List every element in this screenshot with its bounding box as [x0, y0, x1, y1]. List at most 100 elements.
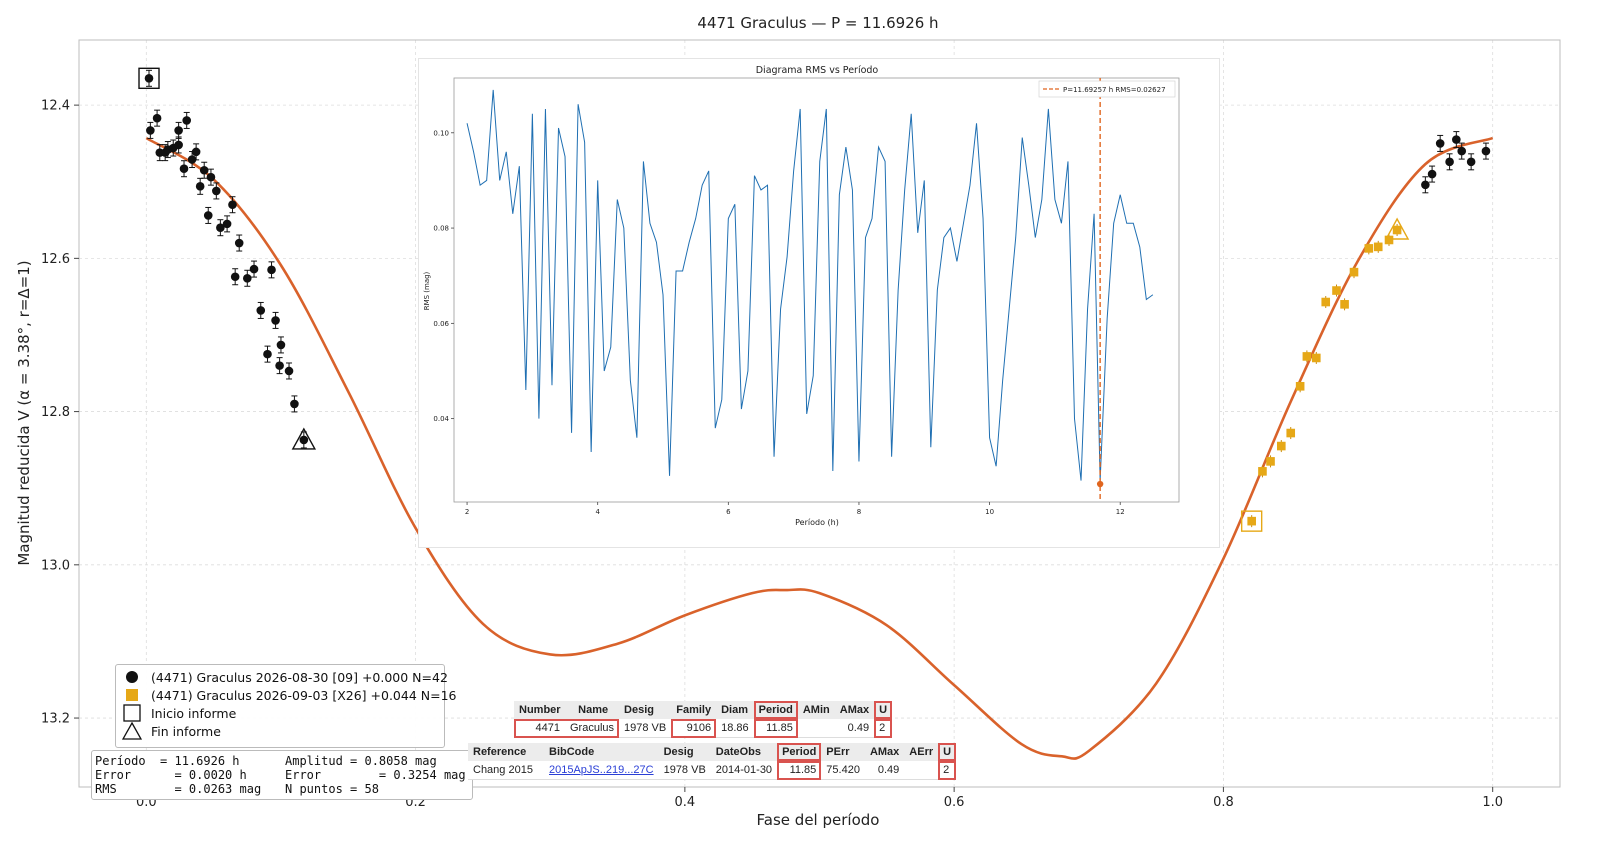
data-point-session1 [299, 435, 309, 445]
cell-u: 2 [874, 719, 893, 738]
col-u: U [938, 743, 957, 761]
col-diam: Diam [716, 701, 754, 719]
cell-bibcode: 2015ApJS..219...27C [544, 761, 659, 780]
data-point-session1 [1481, 146, 1491, 156]
fit-curve-line [145, 136, 1494, 760]
col-desig: Desig [658, 743, 711, 761]
data-point-session1 [249, 264, 259, 274]
data-point-session1 [1466, 157, 1476, 167]
report-markers [138, 67, 1410, 532]
inset-y-label: RMS (mag) [423, 271, 431, 310]
y-tick-label: 12.6 [41, 252, 70, 267]
data-point-session2 [1384, 235, 1394, 245]
y-tick-label: 13.0 [41, 558, 70, 573]
y-axis-label: Magnitud reducida V (α = 3.38°, r=Δ=1) [15, 260, 33, 565]
inset-x-tick-label: 12 [1116, 508, 1125, 516]
data-point-session1 [1445, 157, 1454, 167]
cell-amax: 0.49 [864, 761, 905, 780]
col-amax: AMax [834, 701, 875, 719]
inset-y-tick-label: 0.10 [433, 129, 449, 137]
stat-npoints: N puntos = 58 [285, 782, 379, 796]
chart-title: 4471 Graculus — P = 11.6926 h [697, 14, 938, 32]
data-point-session1 [222, 219, 232, 229]
cell-dateobs: 2014-01-30 [710, 761, 778, 780]
black-dot-icon [121, 668, 143, 686]
data-point-session2 [1312, 353, 1321, 363]
data-point-session2 [1340, 300, 1349, 309]
cell-u: 2 [938, 761, 957, 780]
data-point-session1 [199, 165, 209, 175]
data-point-session1 [191, 147, 201, 157]
rms-line [466, 89, 1154, 481]
data-point-session1 [271, 316, 280, 325]
data-point-session1 [187, 155, 197, 164]
data-point-session1 [174, 140, 183, 150]
start-marker-square [1240, 510, 1263, 532]
bibcode-link[interactable]: 2015ApJS..219...27C [549, 764, 654, 776]
cell-period: 11.85 [753, 719, 798, 738]
data-point-session2 [1247, 516, 1256, 526]
data-point-session1 [284, 366, 294, 376]
legend-label: Fin informe [151, 723, 221, 739]
fit-curve-group [145, 136, 1494, 760]
data-point-session1 [267, 265, 276, 275]
data-point-session1 [263, 349, 272, 359]
legend-item-start: Inicio informe [121, 704, 236, 722]
data-points [144, 69, 1491, 528]
table-row: 4471 Graculus 1978 VB 9106 18.86 11.85 0.… [514, 719, 893, 738]
data-point-session1 [228, 200, 237, 210]
inset-y-tick-label: 0.08 [433, 225, 449, 233]
inset-x-tick-label: 6 [726, 508, 731, 516]
col-amin: AMin [797, 701, 835, 719]
cell-amin [797, 719, 835, 738]
data-point-session2 [1302, 352, 1312, 361]
inset-title: Diagrama RMS vs Período [756, 65, 879, 76]
x-tick-label: 0.8 [1213, 795, 1234, 810]
inset-x-tick-label: 2 [465, 508, 469, 516]
legend-label: (4471) Graculus 2026-09-03 [X26] +0.044 … [151, 687, 457, 703]
data-point-session1 [146, 126, 155, 135]
x-tick-label: 0.4 [675, 795, 696, 810]
data-point-session1 [179, 164, 189, 174]
data-point-session2 [1392, 225, 1402, 235]
col-u: U [874, 701, 893, 719]
cell-desig: 1978 VB [619, 719, 672, 738]
cell-name: Graculus [570, 722, 615, 734]
orange-square-icon [121, 686, 143, 704]
stat-amplitude: Amplitud = 0.8058 mag [285, 754, 437, 768]
data-point-session2 [1258, 467, 1267, 476]
legend-item-session1: (4471) Graculus 2026-08-30 [09] +0.000 N… [121, 668, 448, 686]
cell-perr: 75.420 [821, 761, 865, 780]
end-marker-triangle [291, 427, 317, 450]
lcdb-summary-table: Number Name Desig Family Diam Period AMi… [514, 701, 893, 738]
inset-y-tick-label: 0.04 [433, 415, 449, 423]
legend-label: (4471) Graculus 2026-08-30 [09] +0.000 N… [151, 669, 448, 685]
inset-x-tick-label: 4 [595, 508, 600, 516]
inset-x-label: Período (h) [795, 518, 839, 527]
data-point-session1 [212, 186, 221, 196]
inset-line-group [466, 78, 1154, 502]
col-perr: PErr [821, 743, 865, 761]
data-point-session1 [1435, 139, 1445, 148]
col-desig: Desig [619, 701, 672, 719]
data-point-session1 [1457, 146, 1467, 156]
col-aerr: AErr [904, 743, 939, 761]
data-point-session1 [174, 126, 183, 135]
x-tick-label: 0.6 [944, 795, 965, 810]
inset-legend: P=11.69257 h RMS=0.02627 [1038, 80, 1176, 98]
data-point-session2 [1373, 242, 1383, 252]
data-point-session2 [1349, 267, 1359, 277]
col-bibcode: BibCode [544, 743, 659, 761]
data-point-session1 [206, 172, 216, 182]
legend-item-session2: (4471) Graculus 2026-09-03 [X26] +0.044 … [121, 686, 456, 704]
inset-x-tick-label: 10 [985, 508, 994, 516]
number-name-cell: 4471 Graculus [514, 719, 620, 738]
y-tick-label: 13.2 [41, 712, 70, 727]
data-point-session1 [152, 113, 162, 123]
cell-number: 4471 [535, 722, 560, 734]
cell-desig: 1978 VB [658, 761, 711, 780]
data-point-session1 [1421, 180, 1430, 190]
cell-aerr [904, 761, 939, 780]
data-point-session2 [1364, 244, 1374, 253]
col-period: Period [777, 743, 822, 761]
